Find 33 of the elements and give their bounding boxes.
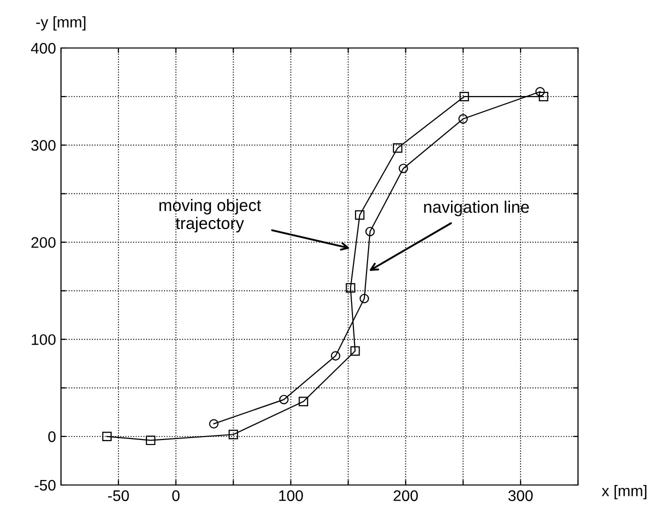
point xyxy=(346,283,356,293)
x-axis-title: x [mm] xyxy=(602,485,646,500)
point xyxy=(330,351,340,361)
point xyxy=(365,226,375,236)
x-tick-label: -50 xyxy=(108,490,129,502)
annotation: navigation line xyxy=(424,200,529,216)
y-axis-title: -y [mm] xyxy=(36,16,86,31)
point xyxy=(279,394,289,404)
point xyxy=(298,396,308,406)
point xyxy=(538,92,548,102)
y-tick-label: 300 xyxy=(31,140,56,151)
annotation: moving object trajectory xyxy=(159,198,262,232)
point xyxy=(360,294,370,304)
y-tick-label: 400 xyxy=(31,42,56,54)
point xyxy=(458,114,468,124)
point xyxy=(460,92,469,102)
point xyxy=(350,346,360,356)
y-tick-label: 200 xyxy=(31,237,56,248)
point xyxy=(398,164,408,174)
x-tick-label: 200 xyxy=(394,490,418,502)
y-tick-label: -50 xyxy=(34,480,56,491)
point xyxy=(146,436,156,446)
x-tick-label: 100 xyxy=(279,490,303,502)
point xyxy=(102,432,112,442)
y-tick-label: 100 xyxy=(32,334,56,346)
point xyxy=(535,86,545,96)
y-tick-label: 0 xyxy=(48,431,56,442)
point xyxy=(228,430,238,440)
point xyxy=(392,143,402,153)
point xyxy=(354,210,364,220)
point xyxy=(209,419,219,429)
x-tick-label: 0 xyxy=(172,490,180,502)
x-tick-label: 300 xyxy=(508,490,533,502)
